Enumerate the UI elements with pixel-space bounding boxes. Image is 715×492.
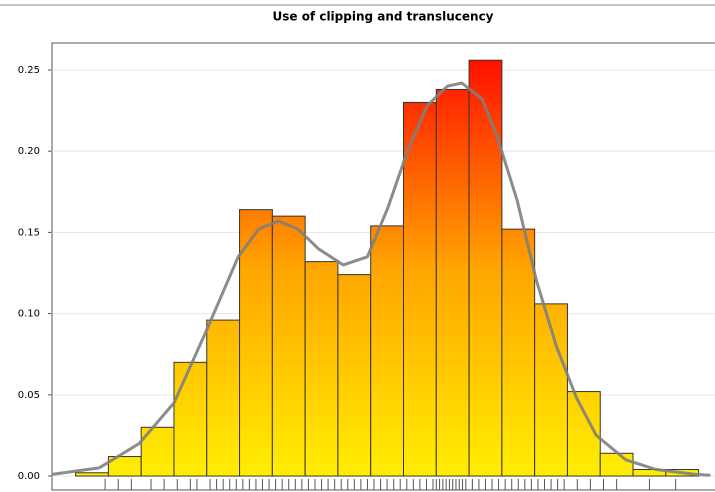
- bar: [468, 59, 503, 477]
- density-line: [51, 81, 711, 477]
- y-tick-label: 0.25: [18, 65, 40, 76]
- y-tick-label: 0.20: [18, 146, 40, 157]
- bar: [239, 209, 273, 477]
- y-tick-label: 0.10: [18, 309, 40, 320]
- bar: [599, 452, 634, 477]
- y-tick-label: 0.05: [18, 390, 40, 401]
- plot-frame: [51, 42, 715, 491]
- bar: [337, 274, 372, 477]
- bar: [403, 101, 437, 477]
- bar: [173, 361, 208, 477]
- bar: [140, 426, 175, 477]
- bar: [370, 225, 405, 477]
- bar: [271, 215, 306, 477]
- bar: [435, 88, 470, 477]
- bar: [304, 261, 339, 477]
- y-tick-label: 0.00: [18, 471, 40, 482]
- bar: [206, 319, 241, 477]
- y-tick-label: 0.15: [18, 227, 40, 238]
- chart-title: Use of clipping and translucency: [272, 10, 493, 24]
- bar: [501, 228, 536, 477]
- bar: [75, 472, 109, 477]
